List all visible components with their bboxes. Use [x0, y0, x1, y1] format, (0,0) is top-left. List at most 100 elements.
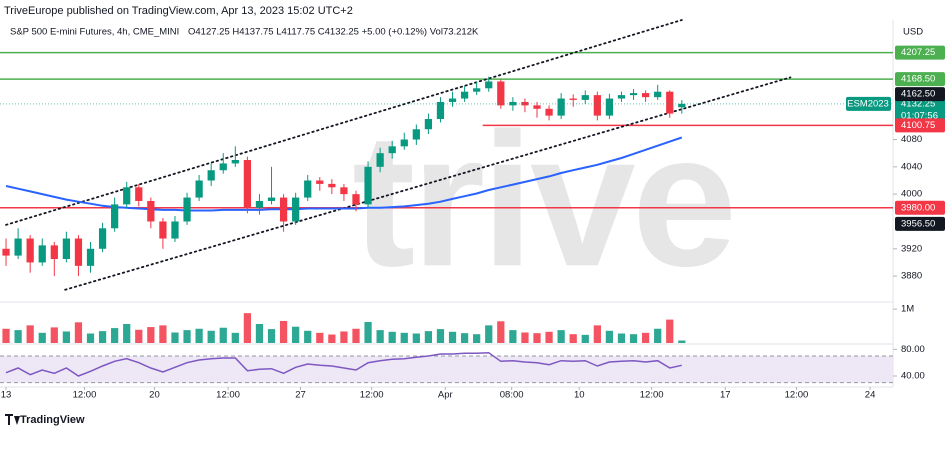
price-tag-bg — [895, 118, 945, 133]
candle-body — [171, 221, 179, 239]
candle-body — [111, 204, 119, 229]
volume-bar — [473, 334, 481, 343]
x-tick-label: 20 — [149, 390, 160, 401]
price-tag: 4207.25 — [901, 47, 935, 58]
candle-body — [509, 101, 517, 106]
rsi-tick-label: 80.00 — [901, 344, 925, 355]
volume-bar — [195, 328, 203, 343]
plot-layer: trive — [0, 19, 893, 306]
symbol-tag: ESM2023 — [847, 98, 889, 109]
symbol-title: S&P 500 E-mini Futures, 4h, CME_MINI — [10, 27, 179, 38]
price-tag: 4168.50 — [901, 74, 935, 85]
published-line: TriveEurope published on TradingView.com… — [4, 5, 353, 17]
volume-bar — [255, 324, 264, 343]
price-tag-bg — [895, 45, 945, 60]
volume-bar — [328, 334, 336, 343]
volume-bar — [14, 330, 22, 343]
candle-body — [328, 183, 336, 188]
candle-body — [460, 91, 469, 99]
volume-bar — [147, 327, 155, 343]
candle-body — [581, 95, 589, 100]
countdown: 01:07:56 — [901, 110, 938, 121]
candle-body — [195, 180, 203, 198]
candle-body — [533, 105, 541, 109]
volume-bar — [424, 331, 433, 343]
volume-bar — [521, 332, 529, 343]
candle-body — [231, 160, 239, 164]
volume-bar — [74, 322, 83, 343]
price-tag-bg — [895, 87, 945, 102]
volume-bar — [243, 313, 252, 343]
last-price-tag: 4132.25 — [901, 98, 935, 109]
volume-bar — [219, 327, 227, 343]
candle-body — [26, 238, 34, 263]
volume-bar — [436, 329, 445, 343]
candle-body — [267, 197, 276, 201]
volume-bar — [86, 333, 95, 343]
volume-bar — [388, 331, 396, 343]
volume-bar — [678, 340, 686, 343]
candle-body — [376, 153, 384, 167]
y-tick-label: 4040 — [901, 161, 922, 172]
candle-body — [569, 98, 577, 100]
candle-body — [50, 245, 58, 260]
volume-bar — [654, 328, 662, 343]
price-tag: 4100.75 — [901, 120, 935, 131]
volume-bar — [629, 334, 638, 343]
volume-bar — [376, 330, 384, 343]
candle-body — [678, 103, 686, 108]
candle-body — [364, 166, 372, 205]
volume-bar — [593, 325, 601, 343]
price-tag: 3980.00 — [901, 202, 935, 213]
y-tick-label: 4080 — [901, 134, 922, 145]
volume-bar — [340, 331, 348, 343]
y-tick-label: 3920 — [901, 243, 922, 254]
price-tag: 3956.50 — [901, 218, 935, 229]
volume-bar — [159, 325, 167, 343]
candle-body — [316, 180, 324, 184]
candle-body — [62, 238, 70, 260]
last-price-tag-bg — [895, 96, 945, 123]
candle-body — [255, 200, 264, 208]
volume-bar — [460, 333, 469, 343]
volume-bar — [485, 325, 493, 343]
volume-bar — [26, 325, 34, 343]
symbol-tag-bg — [846, 96, 891, 111]
volume-bar — [38, 332, 46, 343]
x-tick-label: 12:00 — [640, 390, 664, 401]
candle-body — [14, 238, 22, 256]
candle-body — [473, 88, 481, 92]
volume-bar — [50, 327, 58, 343]
volume-bar — [111, 328, 119, 343]
candle-body — [147, 200, 155, 222]
volume-bar — [581, 334, 589, 343]
candle-body — [388, 146, 396, 154]
price-tag-bg — [895, 200, 945, 215]
volume-bar — [183, 330, 191, 343]
candle-body — [400, 139, 408, 147]
volume-bar — [292, 326, 300, 343]
price-tag: 4162.50 — [901, 89, 935, 100]
candle-body — [340, 187, 348, 195]
candle-body — [123, 187, 131, 205]
x-tick-label: 13 — [1, 390, 12, 401]
rsi-band — [0, 356, 893, 383]
candle-body — [292, 197, 300, 222]
candle-body — [654, 91, 662, 98]
volume-bar — [267, 329, 276, 343]
ohlc-legend: O4127.25 H4137.75 L4117.75 C4132.25 +5.0… — [188, 27, 479, 38]
candle-body — [352, 194, 360, 205]
volume-bar — [412, 333, 420, 343]
footer-logo — [5, 414, 20, 425]
volume-bar — [2, 328, 10, 343]
volume-bar — [123, 324, 131, 343]
volume-bar — [509, 330, 517, 343]
candle-body — [448, 98, 457, 102]
volume-bar — [448, 331, 457, 343]
candle-body — [593, 95, 601, 116]
candle-body — [412, 129, 420, 140]
volume-bar — [400, 332, 408, 343]
volume-tick-label: 1M — [901, 304, 914, 315]
candle-body — [617, 95, 626, 99]
volume-bar — [569, 334, 577, 343]
